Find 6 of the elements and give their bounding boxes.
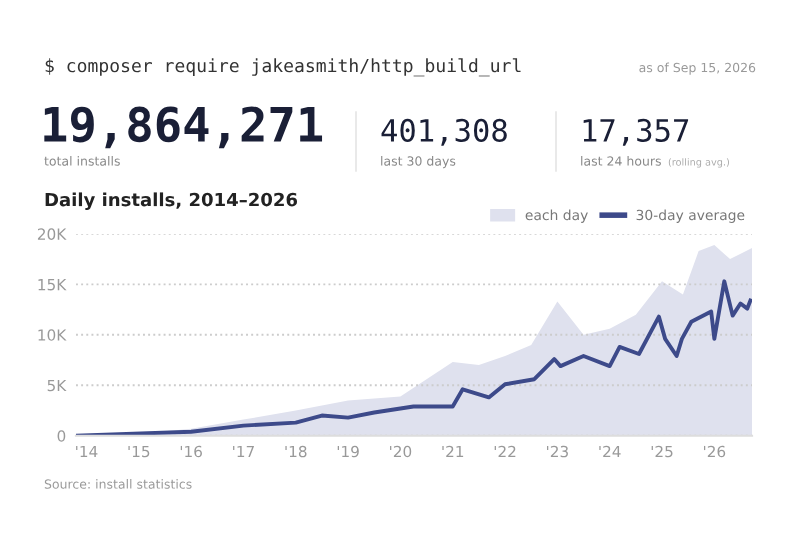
text: 17,357 [583,118,689,146]
chart-title: Daily installs, 2014–2026 [45,192,298,211]
text: $ composer require jakeasmith/http_build_url [45,58,521,77]
line-series [76,279,752,436]
text: 19,864,271 [44,106,323,149]
text: 401,308 [381,118,507,146]
